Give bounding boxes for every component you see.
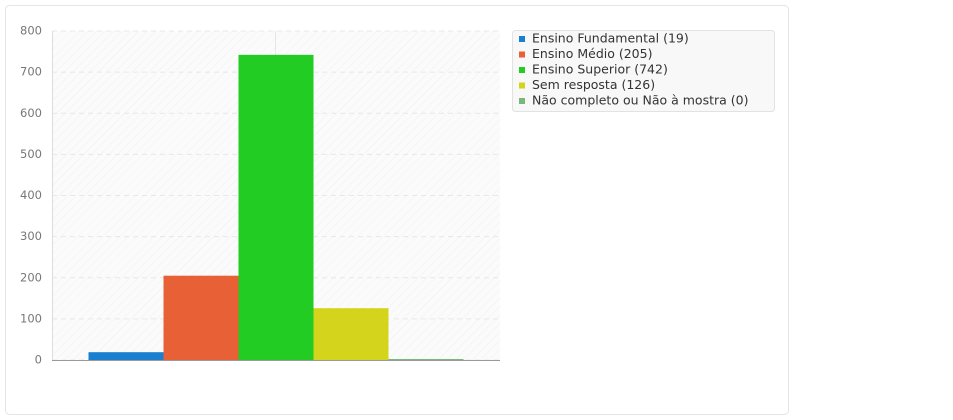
legend-label: Sem resposta (126): [532, 77, 655, 92]
legend-swatch: [519, 98, 525, 104]
y-tick-label: 200: [20, 270, 42, 284]
legend-label: Não completo ou Não à mostra (0): [532, 93, 748, 108]
bar: [238, 54, 314, 360]
y-tick-label: 100: [20, 311, 42, 325]
bar: [388, 359, 464, 360]
y-tick-label: 700: [20, 65, 42, 79]
legend-label: Ensino Médio (205): [532, 46, 652, 61]
y-tick-label: 300: [20, 229, 42, 243]
y-tick-label: 800: [20, 24, 42, 38]
legend-label: Ensino Superior (742): [532, 62, 668, 77]
bar: [163, 275, 239, 360]
y-tick-label: 600: [20, 106, 42, 120]
legend-box: [512, 30, 775, 112]
legend-swatch: [519, 82, 525, 89]
legend-swatch: [519, 67, 525, 73]
bar: [313, 308, 389, 360]
y-tick-label: 500: [20, 147, 42, 161]
legend-swatch: [519, 36, 525, 42]
y-tick-label: 0: [35, 353, 42, 367]
legend-swatch: [519, 51, 525, 58]
y-tick-label: 400: [20, 188, 42, 202]
bar: [88, 352, 164, 360]
legend-label: Ensino Fundamental (19): [532, 31, 689, 46]
